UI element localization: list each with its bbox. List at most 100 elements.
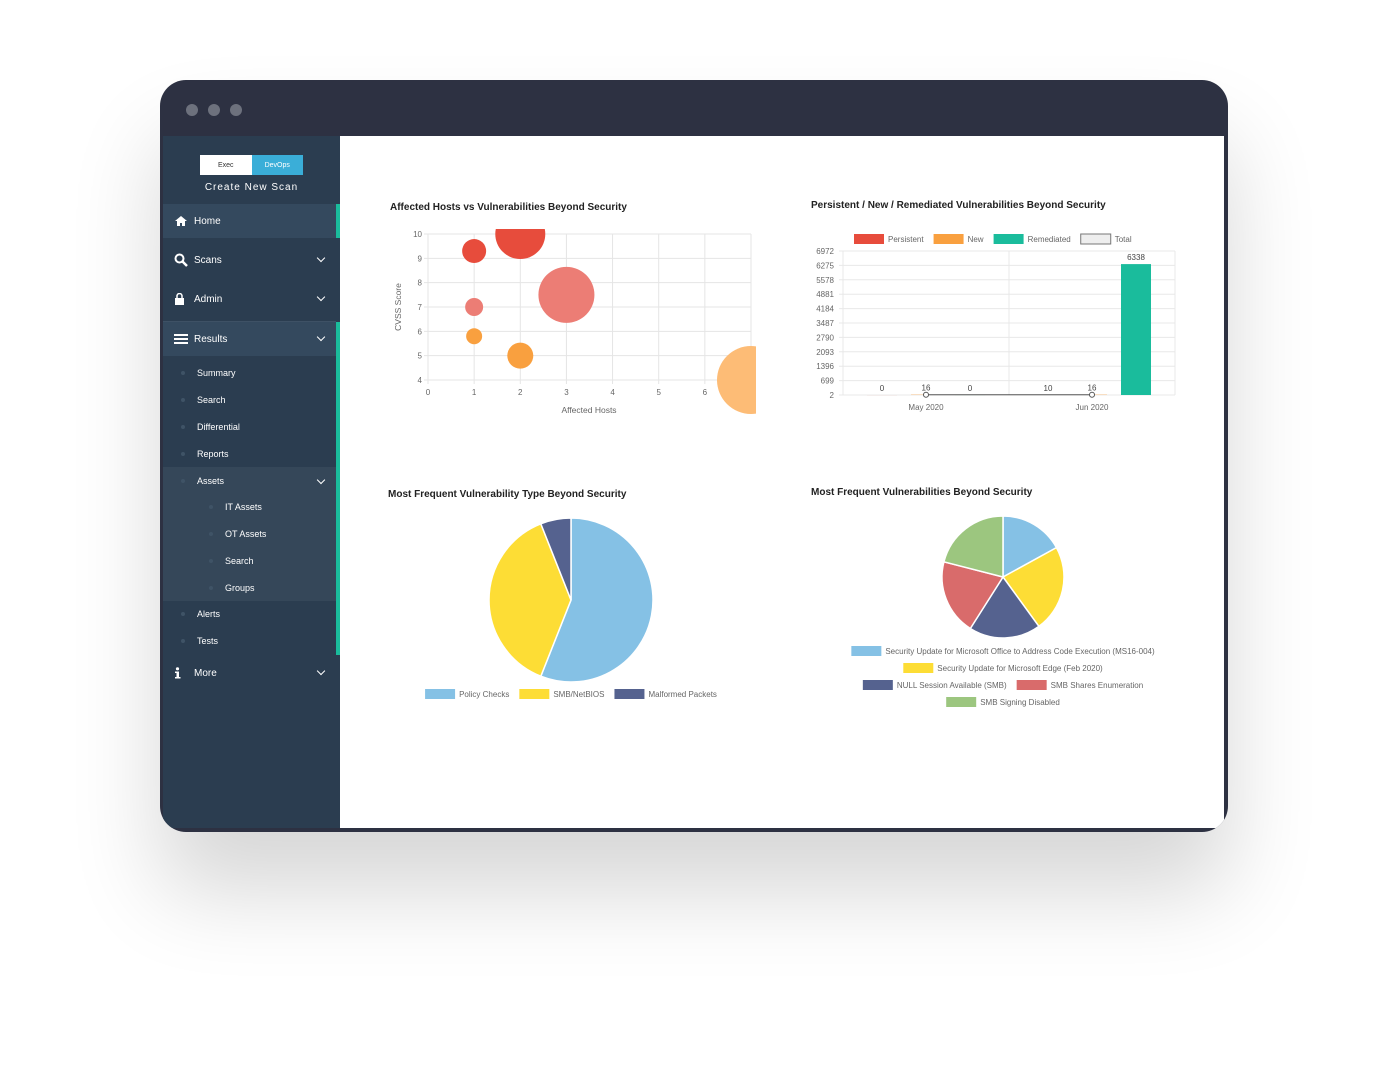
submenu-label: Search <box>225 556 254 566</box>
legend-label: SMB Shares Enumeration <box>1051 681 1144 690</box>
legend-item: NULL Session Available (SMB) <box>862 680 1007 690</box>
submenu-label: Differential <box>197 422 240 432</box>
submenu-item[interactable]: Alerts <box>163 602 336 626</box>
submenu-item[interactable]: Tests <box>163 629 336 653</box>
submenu-item[interactable]: Summary <box>163 361 336 385</box>
y-tick-label: 8 <box>418 279 423 288</box>
legend-label: NULL Session Available (SMB) <box>897 681 1007 690</box>
legend-swatch <box>519 689 550 699</box>
icon <box>175 216 187 226</box>
y-tick-label: 5578 <box>816 276 834 285</box>
legend-swatch <box>614 689 645 699</box>
icon <box>174 253 188 267</box>
menu-item[interactable]: More <box>163 656 336 690</box>
pie-slice <box>941 560 1005 630</box>
legend-item: Security Update for Microsoft Edge (Feb … <box>903 663 1103 673</box>
submenu-label: Alerts <box>197 609 221 619</box>
submenu-label: Reports <box>197 449 229 459</box>
y-tick-label: 4184 <box>816 305 834 314</box>
view-toggle: Exec DevOps <box>200 155 303 175</box>
legend-label: Security Update for Microsoft Office to … <box>885 647 1155 656</box>
bubbles <box>462 229 756 414</box>
data-label: 16 <box>922 384 931 393</box>
submenu-label: Assets <box>197 476 225 486</box>
bubble <box>495 229 546 259</box>
data-label: 0 <box>880 384 885 393</box>
submenu-item[interactable]: Search <box>163 388 336 412</box>
y-tick-label: 1396 <box>816 362 834 371</box>
window-dot <box>186 104 198 116</box>
exec-button[interactable]: Exec <box>200 155 252 175</box>
legend-label: Security Update for Microsoft Edge (Feb … <box>937 664 1103 673</box>
legend-swatch <box>1016 680 1047 690</box>
legend-swatch <box>993 234 1024 244</box>
legend-swatch <box>425 689 456 699</box>
pie-slice <box>969 575 1040 639</box>
active-stripe <box>336 204 340 238</box>
pie-slice <box>1001 546 1065 628</box>
menu-item[interactable]: Results <box>163 322 336 356</box>
icon <box>174 334 188 344</box>
legend-item: SMB/NetBIOS <box>519 689 604 699</box>
submenu-item[interactable]: Search <box>163 549 336 573</box>
window-dot <box>230 104 242 116</box>
submenu-item[interactable]: Groups <box>163 576 336 600</box>
legend-swatch <box>851 646 882 656</box>
legend-label: Persistent <box>888 235 924 244</box>
y-tick-label: 5 <box>418 352 423 361</box>
legend-swatch <box>933 234 964 244</box>
submenu-label: OT Assets <box>225 529 267 539</box>
menu-label: Admin <box>194 293 223 305</box>
chart-title: Most Frequent Vulnerability Type Beyond … <box>388 489 627 500</box>
legend-item: SMB Shares Enumeration <box>1016 680 1144 690</box>
legend-label: New <box>968 235 984 244</box>
pie-slice <box>1002 515 1058 579</box>
bubble <box>462 239 487 264</box>
active-stripe <box>336 322 340 655</box>
bubble <box>507 342 534 369</box>
menu-label: Results <box>194 333 228 345</box>
pie-slice <box>488 522 572 678</box>
submenu-item[interactable]: IT Assets <box>163 495 336 519</box>
menu-item[interactable]: Home <box>163 204 336 238</box>
submenu-item[interactable]: Reports <box>163 442 336 466</box>
legend-swatch <box>946 697 977 707</box>
icon <box>175 667 181 679</box>
submenu-item[interactable]: OT Assets <box>163 522 336 546</box>
line-point <box>923 391 929 398</box>
devops-button[interactable]: DevOps <box>251 155 303 175</box>
data-label: 0 <box>968 384 973 393</box>
chart-title: Most Frequent Vulnerabilities Beyond Sec… <box>811 487 1033 498</box>
legend-label: SMB/NetBIOS <box>553 690 604 699</box>
submenu-item[interactable]: Assets <box>163 469 336 493</box>
menu-item[interactable]: Scans <box>163 243 336 277</box>
x-tick-label: May 2020 <box>908 403 944 412</box>
legend-item: Security Update for Microsoft Office to … <box>851 646 1155 656</box>
submenu-label: Summary <box>197 368 236 378</box>
y-tick-label: 699 <box>821 377 835 386</box>
x-tick-label: 5 <box>656 388 661 397</box>
submenu-item[interactable]: Differential <box>163 415 336 439</box>
y-tick-label: 2790 <box>816 333 834 342</box>
menu-label: Home <box>194 215 221 227</box>
legend-item: Malformed Packets <box>614 689 717 699</box>
pie-slice <box>539 517 654 683</box>
x-tick-label: 0 <box>426 388 431 397</box>
legend-label: Policy Checks <box>459 690 509 699</box>
x-tick-label: 2 <box>518 388 523 397</box>
legend-swatch <box>854 234 884 244</box>
create-scan[interactable]: Create New Scan <box>204 182 299 193</box>
x-tick-label: Jun 2020 <box>1076 403 1109 412</box>
x-tick-label: 1 <box>472 388 477 397</box>
legend-swatch <box>1080 233 1112 245</box>
y-tick-label: 6275 <box>816 261 834 270</box>
icon <box>175 293 184 305</box>
menu-item[interactable]: Admin <box>163 282 336 316</box>
y-axis-title: CVSS Score <box>393 283 403 331</box>
assets-group <box>163 467 336 601</box>
pie-slice <box>539 517 572 601</box>
y-tick-label: 3487 <box>816 319 834 328</box>
legend-swatch <box>903 663 934 673</box>
